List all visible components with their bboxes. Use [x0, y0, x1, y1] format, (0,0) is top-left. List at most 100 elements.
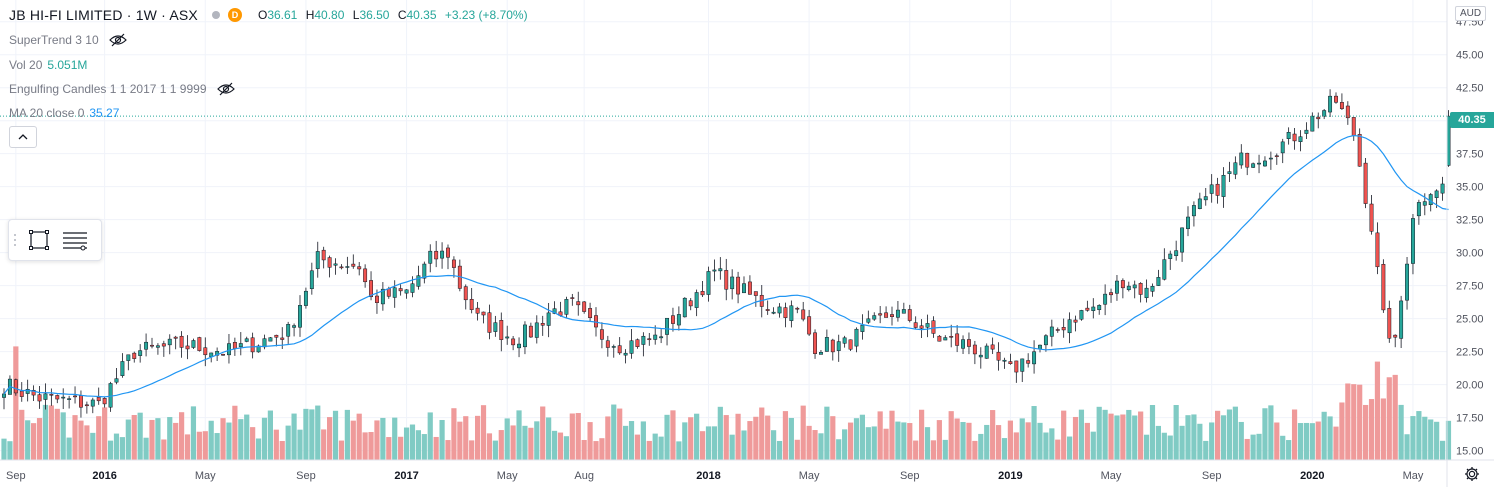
eye-off-icon[interactable] [108, 33, 127, 47]
candle-body [605, 340, 610, 348]
candle-body [1091, 306, 1096, 311]
time-tick-label: May [195, 470, 216, 482]
candle-body [848, 339, 853, 350]
collapse-legend-button[interactable] [9, 126, 37, 148]
gear-icon [1465, 467, 1479, 481]
symbol-title[interactable]: JB HI-FI LIMITED · 1W · ASX [9, 7, 198, 23]
candle-body [67, 398, 72, 400]
legend-ma[interactable]: MA 20 close 0 35.27 [9, 106, 119, 120]
candle-body [1263, 160, 1267, 167]
candle-body [1055, 329, 1060, 331]
candle-body [967, 339, 971, 347]
candle-body [629, 340, 634, 354]
volume-bar [427, 412, 433, 460]
candle-body [392, 287, 397, 298]
legend-supertrend[interactable]: SuperTrend 3 10 [9, 33, 127, 47]
candle-body [747, 281, 752, 295]
candle-body [1411, 218, 1415, 264]
candle-body [919, 325, 924, 329]
candle-body [1233, 162, 1238, 175]
candle-body [351, 263, 356, 267]
candle-body [309, 270, 314, 290]
rectangle-tool-button[interactable] [21, 222, 57, 258]
volume-bar [1392, 374, 1398, 460]
floating-drawing-toolbar[interactable] [8, 219, 102, 261]
volume-bar [261, 417, 268, 460]
chart-settings-button[interactable] [1463, 465, 1481, 483]
candle-body [1120, 280, 1125, 289]
candle-body [132, 352, 137, 359]
volume-bar [196, 431, 202, 460]
candle-body [588, 308, 593, 318]
candle-body [878, 313, 883, 316]
volume-bar [1203, 440, 1209, 460]
market-status[interactable]: D [211, 8, 242, 22]
volume-bar [1315, 421, 1321, 460]
candle-body [517, 343, 521, 349]
time-axis[interactable]: Sep 2016 May Sep 2017 May Aug 2018 May Sep 2019 May… [6, 470, 1424, 482]
volume-bar [664, 414, 670, 460]
candle-body [1162, 259, 1167, 280]
candle-body [1221, 174, 1226, 197]
candle-body [1357, 134, 1362, 167]
volume-bar [338, 440, 345, 460]
candle-body [890, 314, 894, 317]
volume-bar [1102, 409, 1108, 460]
volume-bar [534, 421, 540, 460]
candle-body [161, 343, 166, 347]
volume-bar [705, 426, 712, 460]
volume-bar [1244, 438, 1250, 460]
volume-bar [688, 417, 694, 460]
candle-body [274, 334, 279, 338]
volume-bar [36, 418, 43, 460]
line-settings-button[interactable] [57, 222, 93, 258]
volume-bar [587, 422, 593, 460]
candle-body [1416, 202, 1421, 217]
volume-bar [1410, 416, 1416, 460]
price-axis[interactable]: 47.5045.0042.5040.0037.5035.0032.5030.00… [1456, 17, 1484, 458]
candle-body [173, 336, 178, 339]
price-tick-label: 35.00 [1456, 182, 1484, 194]
volume-bar [1096, 406, 1102, 460]
candle-body [398, 288, 403, 292]
volume-bar [1262, 408, 1268, 460]
volume-bar [865, 427, 871, 460]
candle-body [1245, 152, 1250, 168]
candle-body [1168, 253, 1173, 259]
volume-bar [161, 439, 167, 460]
volume-bar [327, 417, 333, 460]
candle-body [854, 328, 859, 347]
candle-body [1043, 335, 1048, 346]
candle-body [321, 249, 326, 261]
candle-body [303, 290, 308, 306]
candle-body [1422, 201, 1427, 206]
candle-body [416, 275, 421, 287]
candle-body [552, 308, 557, 314]
volume-bar [1345, 383, 1351, 460]
volume-bar [1043, 432, 1049, 460]
legend-volume[interactable]: Vol 20 5.051M [9, 58, 87, 72]
volume-bar [498, 430, 504, 460]
price-tick-label: 45.00 [1456, 50, 1484, 62]
drag-handle[interactable] [9, 220, 21, 260]
legend-engulfing[interactable]: Engulfing Candles 1 1 2017 1 1 9999 [9, 82, 235, 96]
candle-body [990, 344, 995, 350]
volume-bar [315, 405, 321, 460]
candle-body [931, 320, 936, 334]
volume-bar [895, 421, 901, 460]
candle-body [836, 341, 841, 351]
candle-body [84, 404, 89, 407]
volume-bar [1078, 409, 1085, 460]
candle-body [280, 337, 285, 340]
candle-body [1197, 198, 1202, 209]
candle-body [972, 344, 977, 355]
volume-bar [1167, 435, 1173, 460]
candle-body [1215, 183, 1220, 196]
candle-body [546, 312, 551, 326]
volume-bar [972, 440, 978, 460]
candle-body [819, 352, 823, 355]
volume-bar [1090, 431, 1096, 460]
currency-label[interactable]: AUD [1455, 6, 1487, 21]
eye-off-icon[interactable] [216, 82, 235, 96]
